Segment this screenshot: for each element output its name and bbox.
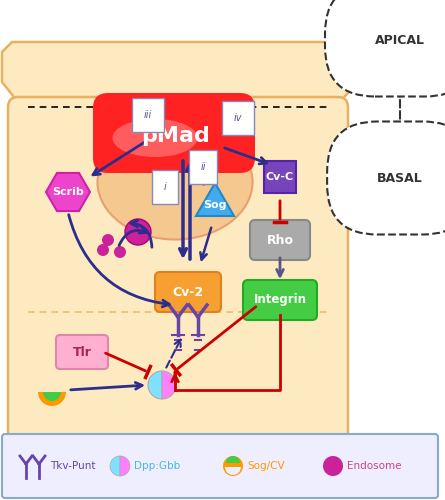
Text: Cv-C: Cv-C	[266, 172, 294, 182]
Circle shape	[97, 244, 109, 256]
Text: pMad: pMad	[142, 126, 210, 146]
FancyBboxPatch shape	[93, 93, 255, 173]
Polygon shape	[2, 42, 358, 107]
Text: Cv-2: Cv-2	[173, 286, 203, 298]
Text: Tkv-Punt: Tkv-Punt	[50, 461, 96, 471]
Text: Tlr: Tlr	[73, 346, 91, 358]
Circle shape	[323, 456, 343, 476]
FancyBboxPatch shape	[250, 220, 310, 260]
Text: iii: iii	[144, 110, 152, 120]
Text: Scrib: Scrib	[52, 187, 84, 197]
Ellipse shape	[113, 119, 198, 157]
Text: iv: iv	[234, 113, 242, 123]
Wedge shape	[110, 456, 120, 476]
Circle shape	[102, 234, 114, 246]
Ellipse shape	[97, 124, 252, 240]
Wedge shape	[120, 456, 130, 476]
Wedge shape	[38, 392, 66, 406]
FancyBboxPatch shape	[155, 272, 221, 312]
Text: i: i	[164, 182, 166, 192]
Text: BASAL: BASAL	[377, 172, 423, 184]
Text: Rho: Rho	[267, 234, 294, 246]
Circle shape	[114, 246, 126, 258]
FancyBboxPatch shape	[2, 434, 438, 498]
Text: Sog: Sog	[203, 200, 227, 210]
Wedge shape	[43, 392, 61, 401]
FancyBboxPatch shape	[8, 97, 348, 442]
Wedge shape	[225, 467, 241, 475]
FancyBboxPatch shape	[243, 280, 317, 320]
Text: Dpp:Gbb: Dpp:Gbb	[134, 461, 180, 471]
Wedge shape	[162, 371, 176, 399]
Text: Sog/CV: Sog/CV	[247, 461, 285, 471]
Wedge shape	[148, 371, 162, 399]
Wedge shape	[226, 456, 240, 463]
Text: Integrin: Integrin	[254, 294, 307, 306]
Text: APICAL: APICAL	[375, 34, 425, 46]
Circle shape	[223, 456, 243, 476]
FancyBboxPatch shape	[56, 335, 108, 369]
Circle shape	[125, 219, 151, 245]
Text: Endosome: Endosome	[347, 461, 401, 471]
Text: ii: ii	[200, 162, 206, 172]
